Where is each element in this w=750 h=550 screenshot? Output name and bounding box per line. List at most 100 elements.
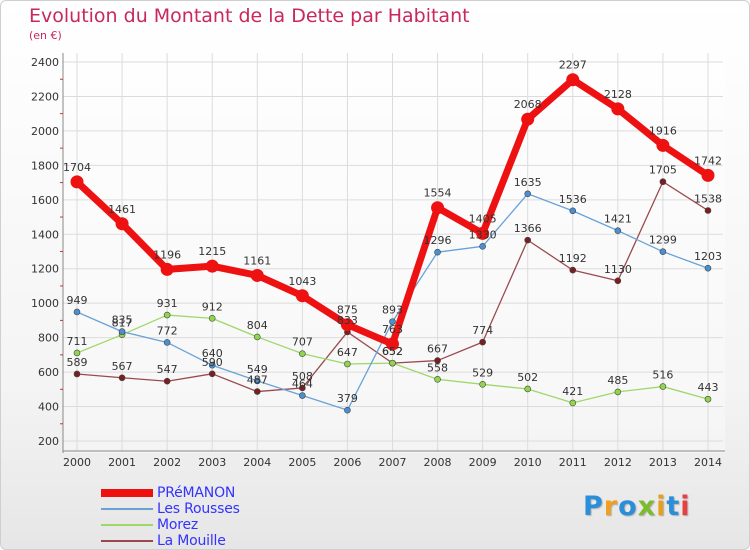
x-tick-label: 2001 [108,456,136,469]
data-point [253,388,261,395]
y-tick-label: 1600 [31,194,59,207]
data-point [70,175,84,189]
data-point [704,395,712,403]
data-label: 508 [292,370,313,383]
data-point [659,248,667,255]
data-point [479,381,486,388]
y-tick-label: 600 [38,366,59,379]
data-point [160,262,174,276]
y-tick-label: 1400 [31,228,59,241]
data-point [344,360,351,368]
logo-letter: P [583,491,604,522]
data-point [479,243,486,250]
x-tick-label: 2003 [198,456,226,469]
data-label: 875 [337,304,358,317]
data-label: 547 [157,363,178,376]
data-point [434,376,441,383]
data-label: 772 [157,324,178,337]
chart-unit-label: (en €) [29,29,62,42]
data-label: 1192 [559,252,587,265]
y-tick-label: 2400 [31,56,59,69]
y-tick-label: 400 [38,401,59,414]
data-point [524,385,532,393]
data-point [524,236,532,244]
x-tick-label: 2010 [514,456,542,469]
y-tick-label: 1000 [31,297,59,310]
x-tick-label: 2011 [559,456,587,469]
data-point [659,178,667,186]
data-label: 567 [112,360,133,373]
data-label: 487 [247,374,268,387]
y-tick-label: 1200 [31,263,59,276]
data-point [385,337,399,351]
data-point [295,289,309,303]
data-point [163,377,171,385]
data-label: 640 [202,347,223,360]
data-label: 1916 [649,124,677,137]
data-label: 1215 [198,245,226,258]
plot-area [63,53,725,453]
series-morez [73,311,712,407]
data-point [389,318,396,325]
data-label: 1538 [694,192,722,205]
data-point [340,318,354,332]
data-point [73,349,81,357]
data-label: 1536 [559,193,587,206]
data-label: 1196 [153,248,181,261]
data-point [73,370,81,378]
data-label: 1705 [649,164,677,177]
data-label: 1203 [694,250,722,263]
data-label: 707 [292,336,313,349]
logo-letter: i [656,491,667,522]
data-point [524,190,532,198]
data-label: 949 [67,294,88,307]
data-label: 2068 [514,98,542,111]
data-label: 464 [292,378,313,391]
data-label: 1742 [694,154,722,167]
data-label: 1366 [514,222,542,235]
y-tick-label: 2200 [31,90,59,103]
data-point [205,259,219,273]
logo-letter: r [603,491,619,522]
data-point [614,388,622,396]
data-label: 1704 [63,161,91,174]
data-label: 1296 [424,234,452,247]
legend-label: La Mouille [157,533,226,549]
legend-label: Les Rousses [157,501,240,517]
data-label: 833 [337,314,358,327]
x-tick-label: 2013 [649,456,677,469]
data-point [115,217,129,231]
legend-item: Morez [101,517,198,533]
data-label: 1554 [424,187,452,200]
logo-letter: i [680,491,691,522]
logo-letter: x [637,491,657,522]
data-point [566,73,580,87]
x-tick-label: 2006 [333,456,361,469]
data-point [163,339,171,346]
data-label: 379 [337,392,358,405]
x-tick-label: 2007 [378,456,406,469]
chart-title: Evolution du Montant de la Dette par Hab… [29,5,470,27]
data-label: 1043 [288,275,316,288]
data-label: 1130 [604,263,632,276]
legend-swatch [101,540,153,542]
data-point [299,392,306,399]
data-point [431,201,445,215]
data-label: 804 [247,319,268,332]
legend-item: PRéMANON [101,485,235,501]
data-label: 516 [652,369,673,382]
legend-label: Morez [157,517,199,533]
data-point [704,264,712,272]
data-label: 2128 [604,88,632,101]
data-point [389,359,396,367]
data-label: 558 [427,361,448,374]
data-label: 817 [112,317,133,330]
data-point [73,308,81,316]
data-label: 652 [382,345,403,358]
x-tick-label: 2000 [63,456,91,469]
legend-item: La Mouille [101,533,226,549]
data-label: 763 [382,323,403,336]
logo-letter: o [618,491,638,522]
